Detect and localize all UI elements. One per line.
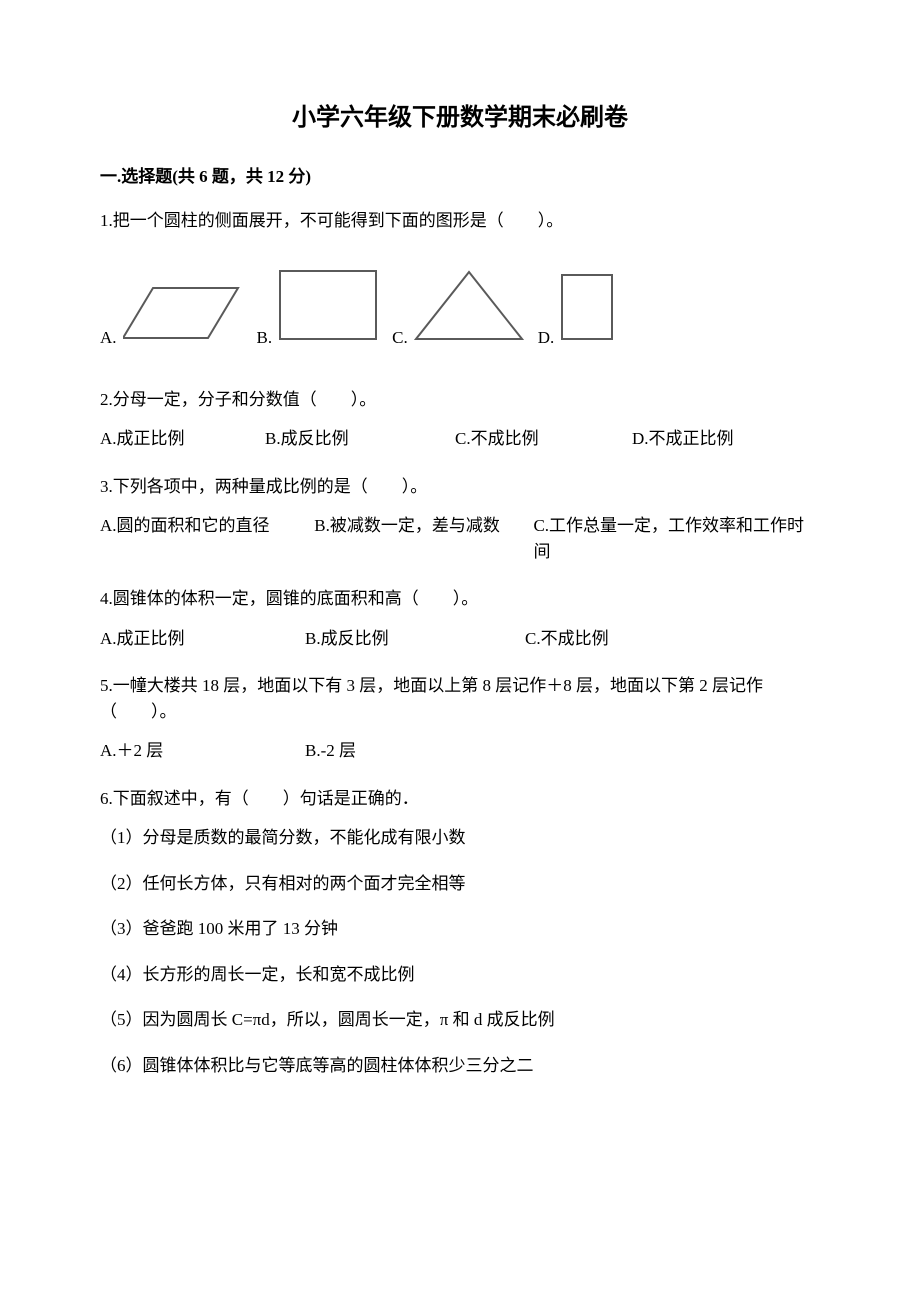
rectangle-icon bbox=[278, 269, 378, 351]
q4-opt-c: C.不成比例 bbox=[525, 626, 609, 652]
question-4: 4.圆锥体的体积一定，圆锥的底面积和高（ ）。 A.成正比例 B.成反比例 C.… bbox=[100, 586, 820, 651]
q3-text: 3.下列各项中，两种量成比例的是（ ）。 bbox=[100, 474, 820, 500]
q3-opt-b: B.被减数一定，差与减数 bbox=[314, 513, 533, 564]
q6-item-6: （6）圆锥体体积比与它等底等高的圆柱体体积少三分之二 bbox=[100, 1053, 820, 1079]
q4-opt-b: B.成反比例 bbox=[305, 626, 525, 652]
q5-opt-a: A.＋2 层 bbox=[100, 738, 305, 764]
q6-item-2: （2）任何长方体，只有相对的两个面才完全相等 bbox=[100, 871, 820, 897]
q1-option-d: D. bbox=[538, 273, 617, 351]
q5-opt-b: B.-2 层 bbox=[305, 738, 356, 764]
q2-opt-c: C.不成比例 bbox=[455, 426, 632, 452]
q1-opt-d-label: D. bbox=[538, 325, 555, 351]
question-6: 6.下面叙述中，有（ ）句话是正确的． （1）分母是质数的最简分数，不能化成有限… bbox=[100, 786, 820, 1079]
q1-option-a: A. bbox=[100, 283, 243, 351]
question-2: 2.分母一定，分子和分数值（ ）。 A.成正比例 B.成反比例 C.不成比例 D… bbox=[100, 387, 820, 452]
q1-option-b: B. bbox=[257, 269, 379, 351]
square-icon bbox=[560, 273, 616, 351]
q5-text: 5.一幢大楼共 18 层，地面以下有 3 层，地面以上第 8 层记作＋8 层，地… bbox=[100, 673, 820, 724]
triangle-icon bbox=[414, 269, 524, 351]
q3-opt-c: C.工作总量一定，工作效率和工作时间 bbox=[533, 513, 820, 564]
q1-opt-b-label: B. bbox=[257, 325, 273, 351]
q4-text: 4.圆锥体的体积一定，圆锥的底面积和高（ ）。 bbox=[100, 586, 820, 612]
q1-opt-c-label: C. bbox=[392, 325, 408, 351]
q2-opt-d: D.不成正比例 bbox=[632, 426, 734, 452]
question-5: 5.一幢大楼共 18 层，地面以下有 3 层，地面以上第 8 层记作＋8 层，地… bbox=[100, 673, 820, 764]
q1-text: 1.把一个圆柱的侧面展开，不可能得到下面的图形是（ ）。 bbox=[100, 208, 820, 234]
q6-item-3: （3）爸爸跑 100 米用了 13 分钟 bbox=[100, 916, 820, 942]
q6-text: 6.下面叙述中，有（ ）句话是正确的． bbox=[100, 786, 820, 812]
q1-option-c: C. bbox=[392, 269, 524, 351]
q5-options: A.＋2 层 B.-2 层 bbox=[100, 738, 820, 764]
q4-opt-a: A.成正比例 bbox=[100, 626, 305, 652]
q6-item-4: （4）长方形的周长一定，长和宽不成比例 bbox=[100, 962, 820, 988]
q3-opt-a: A.圆的面积和它的直径 bbox=[100, 513, 314, 564]
q1-opt-a-label: A. bbox=[100, 325, 117, 351]
q2-opt-b: B.成反比例 bbox=[265, 426, 455, 452]
question-3: 3.下列各项中，两种量成比例的是（ ）。 A.圆的面积和它的直径 B.被减数一定… bbox=[100, 474, 820, 565]
section-header: 一.选择题(共 6 题，共 12 分) bbox=[100, 164, 820, 190]
page-title: 小学六年级下册数学期末必刷卷 bbox=[100, 100, 820, 136]
q6-item-1: （1）分母是质数的最简分数，不能化成有限小数 bbox=[100, 825, 820, 851]
q6-item-5: （5）因为圆周长 C=πd，所以，圆周长一定，π 和 d 成反比例 bbox=[100, 1007, 820, 1033]
q4-options: A.成正比例 B.成反比例 C.不成比例 bbox=[100, 626, 820, 652]
q1-options: A. B. C. D. bbox=[100, 269, 820, 351]
parallelogram-icon bbox=[123, 283, 243, 351]
question-1: 1.把一个圆柱的侧面展开，不可能得到下面的图形是（ ）。 A. B. C. bbox=[100, 208, 820, 351]
q2-opt-a: A.成正比例 bbox=[100, 426, 265, 452]
q2-text: 2.分母一定，分子和分数值（ ）。 bbox=[100, 387, 820, 413]
q3-options: A.圆的面积和它的直径 B.被减数一定，差与减数 C.工作总量一定，工作效率和工… bbox=[100, 513, 820, 564]
q2-options: A.成正比例 B.成反比例 C.不成比例 D.不成正比例 bbox=[100, 426, 820, 452]
